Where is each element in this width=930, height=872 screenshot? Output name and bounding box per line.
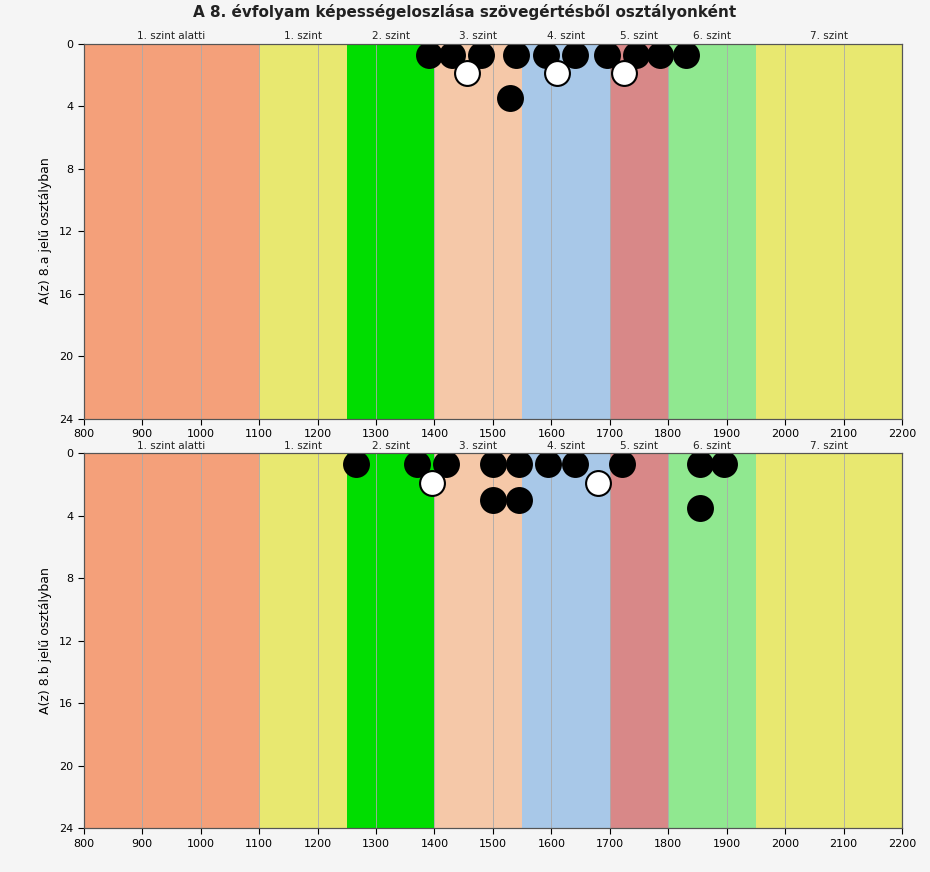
- Y-axis label: A(z) 8.b jelű osztályban: A(z) 8.b jelű osztályban: [39, 568, 52, 714]
- Point: [409, 458, 424, 472]
- Point: [421, 48, 436, 62]
- Bar: [347, 453, 434, 828]
- Bar: [434, 44, 522, 419]
- Point: [693, 458, 708, 472]
- Text: A 8. évfolyam képességeloszlása szövegértésből osztályonként: A 8. évfolyam képességeloszlása szövegér…: [193, 4, 737, 20]
- Point: [567, 458, 582, 472]
- Point: [617, 66, 631, 80]
- Point: [503, 92, 518, 106]
- Point: [509, 48, 524, 62]
- Point: [485, 494, 500, 508]
- Point: [550, 66, 565, 80]
- Bar: [522, 453, 610, 828]
- Bar: [610, 453, 669, 828]
- Y-axis label: A(z) 8.a jelű osztályban: A(z) 8.a jelű osztályban: [39, 158, 52, 304]
- Bar: [259, 453, 347, 828]
- Point: [445, 48, 459, 62]
- Point: [473, 48, 488, 62]
- Bar: [84, 44, 259, 419]
- Point: [459, 66, 474, 80]
- Point: [629, 48, 644, 62]
- Point: [591, 476, 605, 490]
- Bar: [259, 44, 347, 419]
- Point: [541, 458, 556, 472]
- Bar: [756, 44, 902, 419]
- Point: [716, 458, 731, 472]
- Point: [567, 48, 582, 62]
- Point: [439, 458, 454, 472]
- Point: [693, 501, 708, 515]
- Bar: [434, 453, 522, 828]
- Point: [512, 494, 526, 508]
- Point: [678, 48, 693, 62]
- Bar: [347, 44, 434, 419]
- Bar: [669, 453, 756, 828]
- Point: [600, 48, 615, 62]
- Point: [348, 458, 363, 472]
- Point: [424, 476, 439, 490]
- Point: [614, 458, 629, 472]
- Bar: [84, 453, 259, 828]
- Bar: [669, 44, 756, 419]
- Bar: [610, 44, 669, 419]
- Point: [485, 458, 500, 472]
- Point: [512, 458, 526, 472]
- Bar: [756, 453, 902, 828]
- Point: [652, 48, 667, 62]
- Bar: [522, 44, 610, 419]
- Point: [538, 48, 553, 62]
